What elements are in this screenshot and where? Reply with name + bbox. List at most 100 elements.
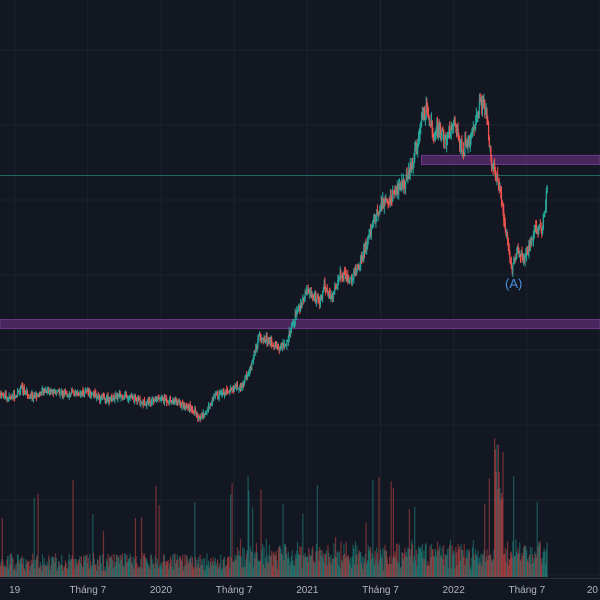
volume-bar xyxy=(262,564,264,577)
volume-bar xyxy=(103,570,105,577)
volume-bar xyxy=(172,554,174,577)
candle-body xyxy=(333,290,335,294)
candle-body xyxy=(27,395,29,397)
volume-bar xyxy=(0,565,2,577)
candle-body xyxy=(487,121,489,124)
volume-bar xyxy=(121,555,123,577)
candle-body xyxy=(250,366,252,367)
volume-bar xyxy=(354,541,356,577)
candle-body xyxy=(516,252,518,258)
candle-body xyxy=(315,294,317,303)
volume-bar xyxy=(120,560,122,577)
candle-body xyxy=(362,256,364,260)
volume-bar xyxy=(101,570,103,577)
candle-body xyxy=(294,312,296,324)
candle-body xyxy=(429,119,431,124)
candle-body xyxy=(190,407,192,409)
time-axis[interactable]: 19 Tháng 7 2020 Tháng 7 2021 Tháng 7 2022 Tháng… xyxy=(9,585,598,596)
candle-body xyxy=(62,394,64,396)
candle-body xyxy=(202,412,204,416)
candle-body xyxy=(321,295,323,299)
candle-body xyxy=(442,129,444,131)
volume-bar xyxy=(130,557,132,577)
candle-body xyxy=(398,182,401,185)
candle-body xyxy=(7,398,9,400)
candle-body xyxy=(408,170,410,178)
candle-body xyxy=(145,404,147,407)
candle-body xyxy=(279,348,281,352)
candle-body xyxy=(337,279,339,285)
volume-bar xyxy=(444,554,446,577)
volume-bar xyxy=(287,551,290,577)
volume-bar xyxy=(423,550,425,577)
volume-bar xyxy=(236,555,238,577)
volume-bar xyxy=(364,554,366,577)
candle-body xyxy=(363,249,365,260)
volume-bar xyxy=(30,559,32,577)
volume-bar xyxy=(117,557,119,577)
volume-bar xyxy=(17,555,19,577)
volume-bar xyxy=(450,568,452,577)
candle-body xyxy=(460,139,462,144)
candle-body xyxy=(236,384,239,388)
candle-body xyxy=(522,257,524,260)
candle-body xyxy=(48,388,50,393)
candle-body xyxy=(506,234,508,237)
candle-body xyxy=(274,345,277,347)
volume-bar xyxy=(468,552,470,577)
volume-bar xyxy=(250,551,252,577)
volume-bar xyxy=(443,565,446,577)
volume-bar xyxy=(511,557,513,577)
volume-bar xyxy=(80,563,82,577)
candle-body xyxy=(523,257,525,261)
candle-body xyxy=(376,211,378,215)
volume-bar xyxy=(341,562,344,577)
volume-bar xyxy=(361,556,363,577)
volume-bar xyxy=(465,549,468,577)
volume-bar xyxy=(123,567,125,577)
candle-body xyxy=(384,200,386,202)
volume-bar xyxy=(314,563,316,577)
volume-bar xyxy=(452,555,454,577)
candle-body xyxy=(126,395,128,399)
volume-bar xyxy=(487,555,490,577)
candle-body xyxy=(140,402,142,405)
volume-bar xyxy=(341,559,343,577)
candle-body xyxy=(411,163,413,169)
candle-body xyxy=(173,398,175,405)
candle-body xyxy=(188,405,191,412)
volume-bar xyxy=(210,558,212,577)
candle-body xyxy=(452,121,455,124)
candle-body xyxy=(134,396,137,397)
volume-bar xyxy=(159,566,161,577)
candle-body xyxy=(296,310,298,316)
resistance-zones[interactable] xyxy=(0,154,600,330)
candle-body xyxy=(360,256,363,260)
volume-bar xyxy=(94,564,96,577)
candle-body xyxy=(522,256,525,261)
volume-bar xyxy=(502,452,504,577)
volume-bar xyxy=(332,558,334,577)
candle-body xyxy=(360,255,362,265)
candle-body xyxy=(405,180,407,189)
volume-bar xyxy=(92,513,94,577)
candle-body xyxy=(143,399,146,406)
candle-body xyxy=(305,292,307,294)
candle-body xyxy=(22,385,24,393)
volume-bar xyxy=(185,564,187,577)
volume-bar xyxy=(434,548,436,577)
volume-bar xyxy=(19,558,22,577)
candle-body xyxy=(239,385,241,387)
candle-body xyxy=(109,399,111,401)
volume-bar xyxy=(220,570,223,577)
volume-bar xyxy=(500,493,503,577)
candle-body xyxy=(134,396,136,402)
volume-bar xyxy=(306,556,308,577)
candle-body xyxy=(336,285,338,289)
candle-body xyxy=(437,125,439,134)
volume-bar xyxy=(78,559,80,577)
candle-body xyxy=(182,401,184,404)
candle-body xyxy=(1,393,3,395)
volume-bar xyxy=(326,565,328,577)
